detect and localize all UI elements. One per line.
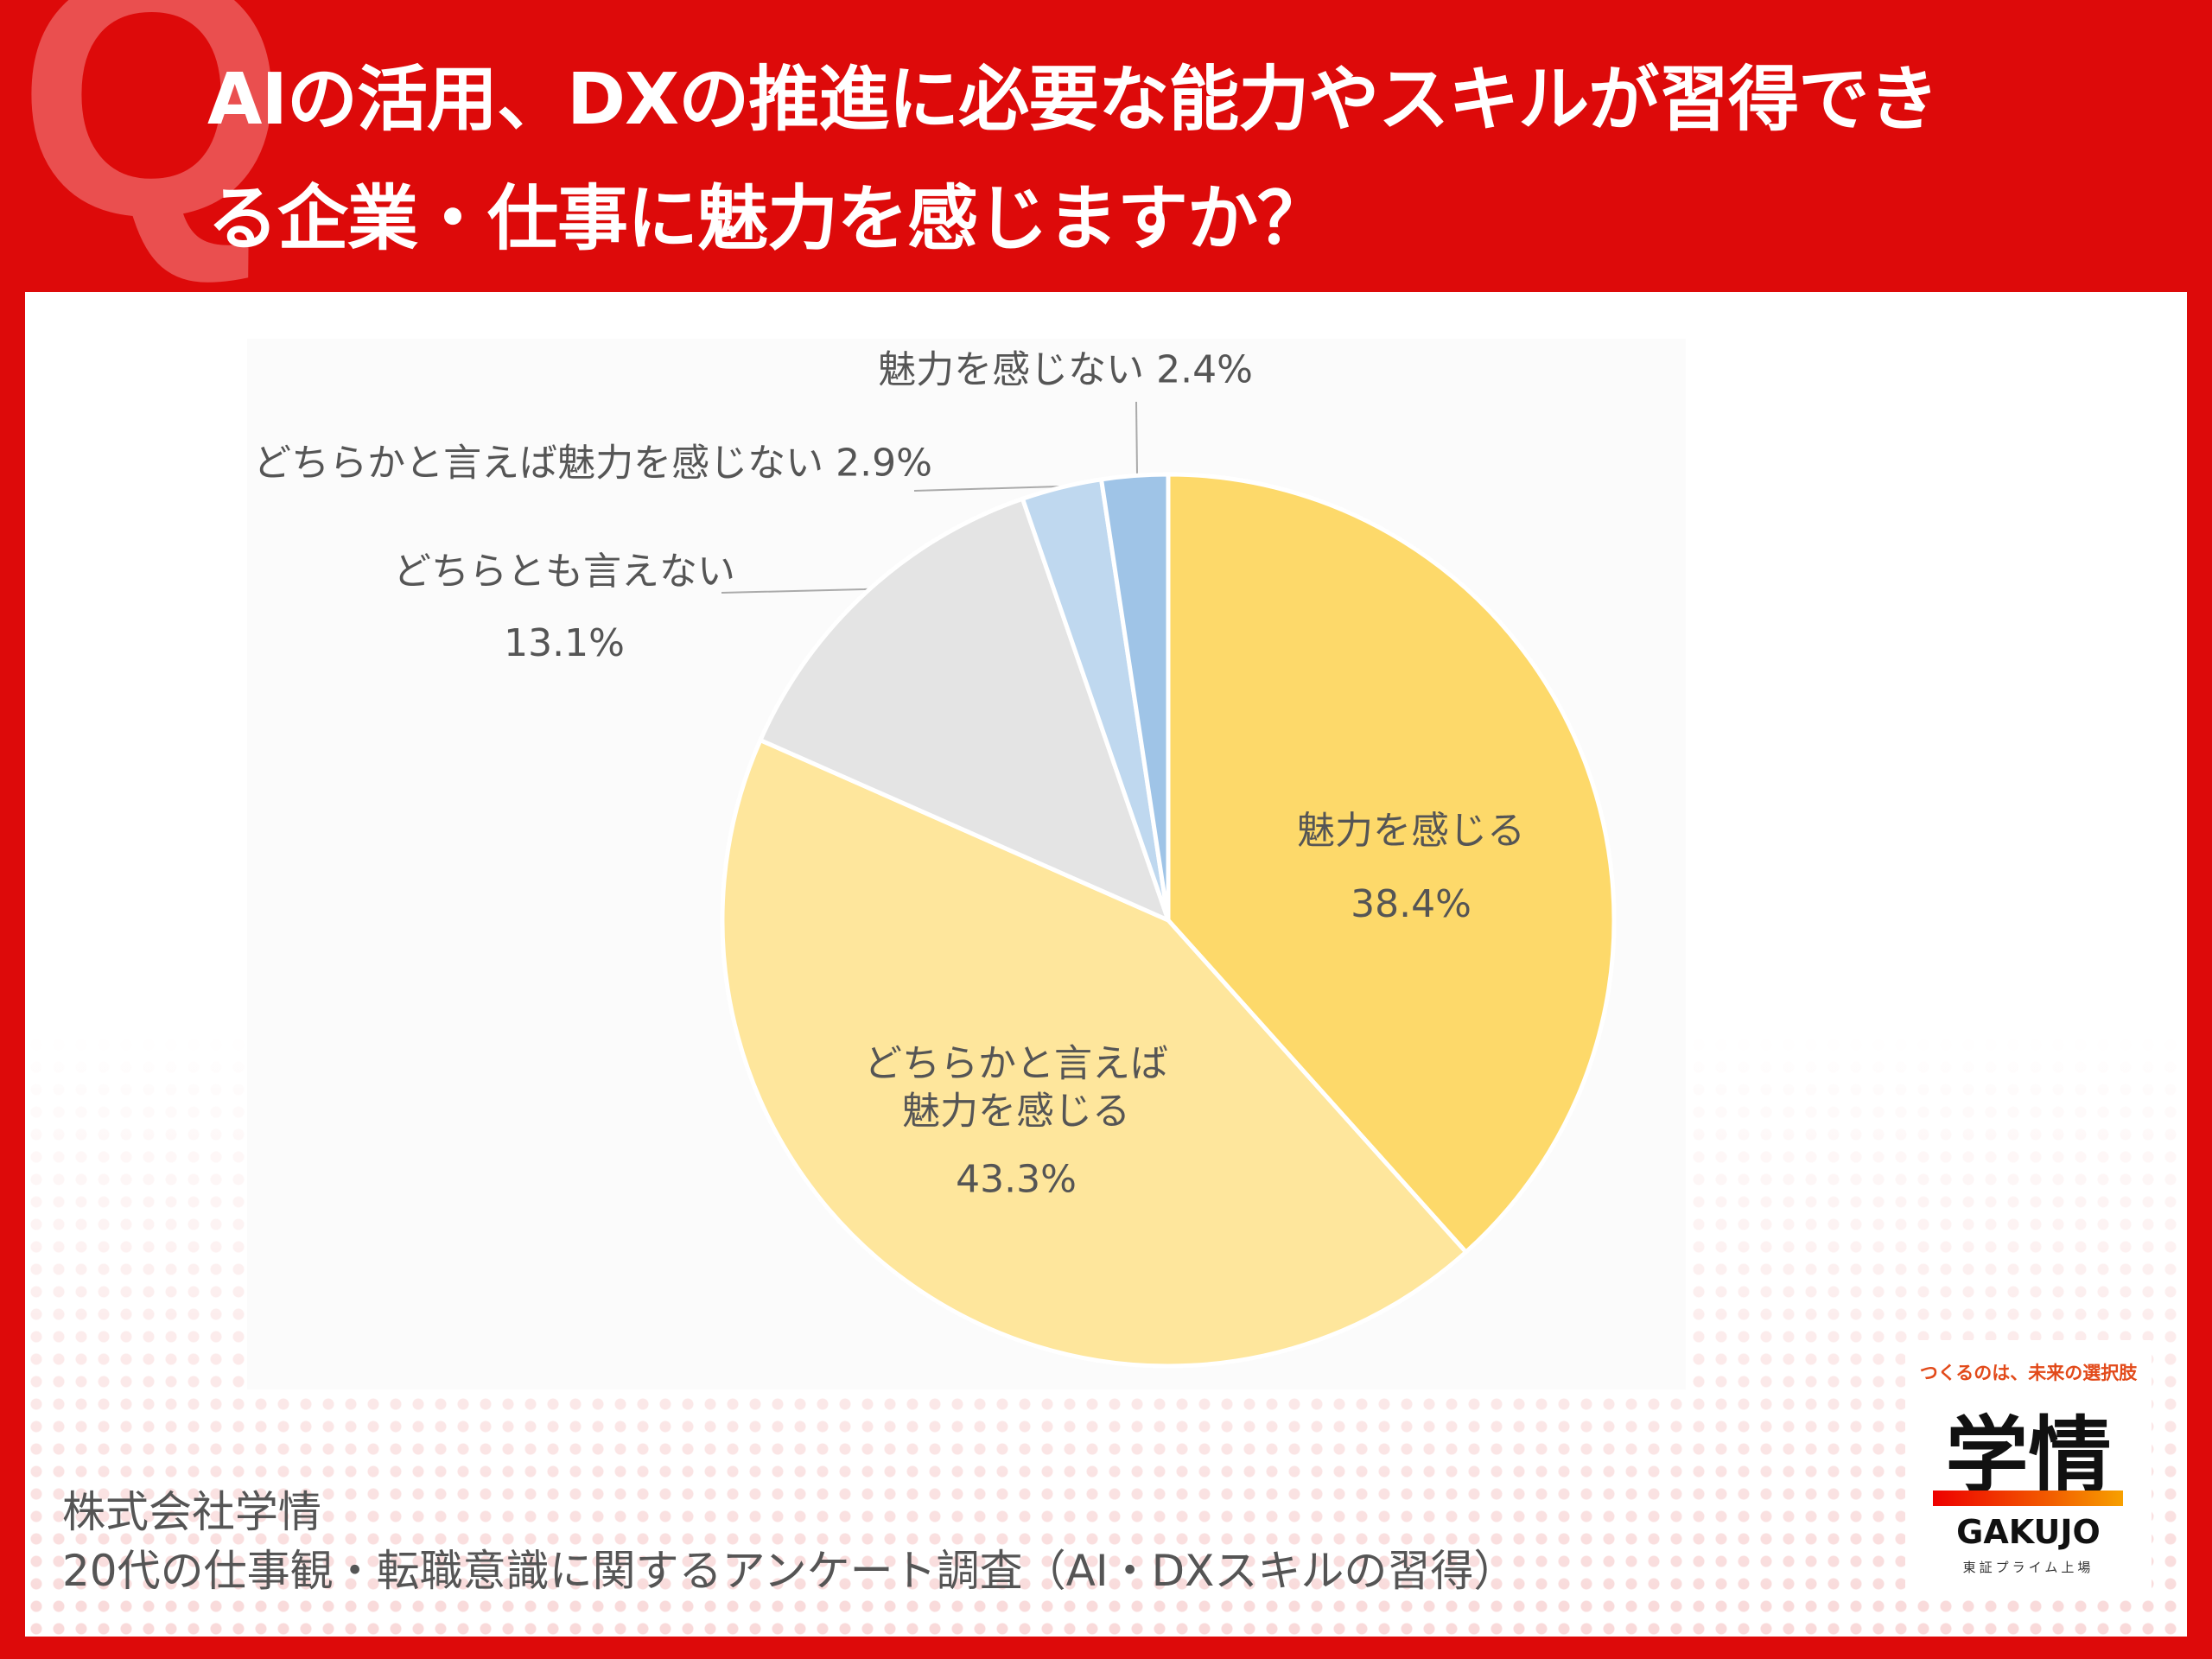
pie-slice bbox=[1098, 472, 1171, 921]
value-label: 13.1% bbox=[504, 621, 625, 665]
slice-label: 魅力を感じる 38.4% bbox=[1297, 807, 1525, 928]
leader-line bbox=[1135, 401, 1138, 474]
category-label: 魅力を感じない bbox=[878, 347, 1145, 392]
category-label: どちらとも言えない bbox=[393, 550, 735, 594]
pie-slice bbox=[1166, 472, 1617, 1255]
logo: つくるのは、未来の選択肢 学情 GAKUJO 東証プライム上場 bbox=[1905, 1340, 2152, 1594]
value-label: 2.9% bbox=[836, 441, 932, 486]
slice-label: 魅力を感じない 2.4% bbox=[878, 346, 1253, 394]
q-mark: Q bbox=[17, 0, 287, 288]
value-label: 2.4% bbox=[1156, 347, 1253, 392]
logo-listing: 東証プライム上場 bbox=[1962, 1560, 2094, 1575]
pie-slice bbox=[757, 496, 1173, 925]
slice-label: どちらかと言えば魅力を感じない 2.9% bbox=[253, 440, 932, 487]
category-label: どちらかと言えば魅力を感じない bbox=[253, 441, 824, 486]
category-label: どちらかと言えば魅力を感じる bbox=[864, 1041, 1168, 1134]
value-label: 38.4% bbox=[1351, 882, 1471, 926]
logo-tagline: つくるのは、未来の選択肢 bbox=[1919, 1363, 2138, 1383]
title-line: AIの活用、DXの推進に必要な能力やスキルが習得でき bbox=[207, 59, 1939, 141]
title-line: る企業・仕事に魅力を感じますか？ bbox=[207, 178, 1328, 260]
slice-label: どちらかと言えば魅力を感じる 43.3% bbox=[856, 1040, 1176, 1204]
footer-line: 株式会社学情 bbox=[62, 1487, 321, 1537]
value-label: 43.3% bbox=[956, 1157, 1077, 1202]
logo-bar bbox=[1933, 1491, 2123, 1506]
logo-romaji: GAKUJO bbox=[1956, 1513, 2101, 1551]
slice-label: どちらとも言えない 13.1% bbox=[393, 548, 735, 667]
category-label: 魅力を感じる bbox=[1297, 809, 1525, 853]
logo-name: 学情 bbox=[1945, 1408, 2112, 1504]
pie-slice bbox=[720, 737, 1470, 1369]
footer-line: 20代の仕事観・転職意識に関するアンケート調査（AI・DXスキルの習得） bbox=[62, 1546, 1517, 1596]
